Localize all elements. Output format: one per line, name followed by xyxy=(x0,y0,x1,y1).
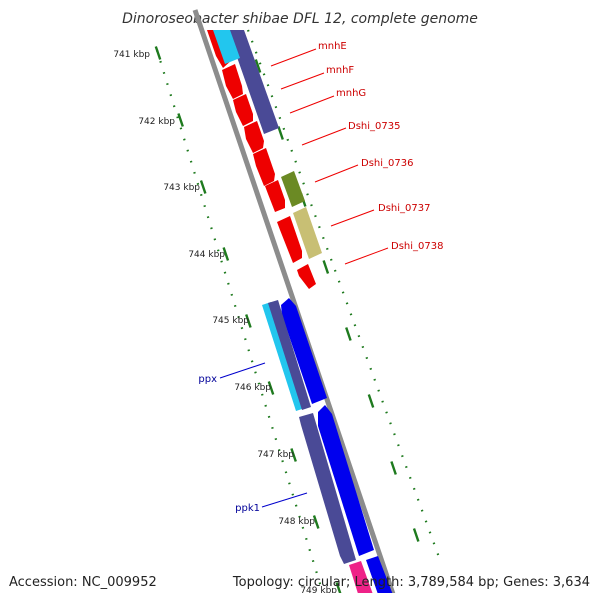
callout-line xyxy=(330,209,375,227)
gene-red-mid xyxy=(253,148,275,186)
forward-strand-genes xyxy=(227,30,393,593)
callout-line xyxy=(314,164,359,183)
inner-major-tick xyxy=(245,314,252,328)
outer-major-tick xyxy=(390,461,397,475)
outer-major-tick xyxy=(254,59,262,73)
outer-major-tick xyxy=(277,126,284,140)
tick-label: 749 kbp xyxy=(300,586,337,596)
gene-label-ppx: ppx xyxy=(198,374,217,385)
tick-label: 744 kbp xyxy=(188,250,225,260)
tick-label: 748 kbp xyxy=(278,517,315,527)
gene-red-long xyxy=(277,216,302,263)
accession-text: Accession: NC_009952 xyxy=(9,575,157,590)
tick-label: 741 kbp xyxy=(113,50,150,60)
callout-line xyxy=(261,492,308,508)
outer-major-tick xyxy=(367,394,375,408)
inner-major-tick xyxy=(267,381,275,395)
tick-label: 746 kbp xyxy=(234,383,271,393)
callout-lines xyxy=(219,48,389,508)
genome-stats-text: Topology: circular; Length: 3,789,584 bp… xyxy=(232,575,590,590)
callout-line xyxy=(280,72,325,90)
gene-ppx-slate xyxy=(268,300,311,410)
outer-major-tick xyxy=(437,596,441,600)
tick-label: 743 kbp xyxy=(163,183,200,193)
gene-blue-bottom xyxy=(366,556,393,593)
inner-major-tick xyxy=(177,113,184,127)
outer-major-tick xyxy=(345,327,352,341)
gene-dshi-0735-red xyxy=(244,121,264,153)
outer-major-tick xyxy=(412,528,420,542)
gene-dshi-0736 xyxy=(281,171,305,207)
gene-mnhG xyxy=(233,94,253,126)
inner-major-tick xyxy=(154,46,162,60)
gene-dshi-0737 xyxy=(293,207,322,259)
callout-line xyxy=(301,127,347,146)
callout-line xyxy=(219,362,266,379)
tick-labels: 741 kbp 742 kbp 743 kbp 744 kbp 745 kbp … xyxy=(113,50,337,596)
gene-mnhF xyxy=(222,64,243,99)
map-title: Dinoroseobacter shibae DFL 12, complete … xyxy=(122,11,478,27)
inner-major-tick xyxy=(335,582,342,593)
gene-label-dshi-0738: Dshi_0738 xyxy=(391,241,443,252)
gene-ppx-blue xyxy=(281,298,327,404)
callout-line xyxy=(270,48,317,67)
callout-line xyxy=(344,247,389,265)
inner-major-tick xyxy=(312,515,320,529)
tick-label: 742 kbp xyxy=(138,117,175,127)
gene-label-dshi-0737: Dshi_0737 xyxy=(378,203,430,214)
gene-red-lower xyxy=(265,180,285,212)
gene-cyan-upper xyxy=(213,30,240,64)
tick-label: 747 kbp xyxy=(257,450,294,460)
gene-labels: mnhE mnhF mnhG Dshi_0735 Dshi_0736 Dshi_… xyxy=(198,41,443,514)
gene-label-mnhF: mnhF xyxy=(326,65,354,76)
inner-major-tick xyxy=(199,180,207,194)
gene-label-mnhG: mnhG xyxy=(336,88,366,99)
gene-label-mnhE: mnhE xyxy=(318,41,347,52)
gene-label-dshi-0736: Dshi_0736 xyxy=(361,158,413,169)
inner-major-tick xyxy=(290,448,297,462)
gene-slate-upper xyxy=(227,30,279,134)
reverse-strand-genes xyxy=(207,30,373,593)
callout-line xyxy=(289,95,335,114)
outer-ruler xyxy=(246,29,442,561)
inner-major-tick xyxy=(222,247,230,261)
outer-major-tick xyxy=(322,260,330,274)
tick-label: 745 kbp xyxy=(212,316,249,326)
gene-magenta-bottom xyxy=(349,561,373,593)
gene-red-small xyxy=(297,264,316,289)
gene-ppk1-blue xyxy=(318,405,374,556)
gene-label-ppk1: ppk1 xyxy=(235,503,260,514)
gene-label-dshi-0735: Dshi_0735 xyxy=(348,121,400,132)
gene-ppk1-slate xyxy=(299,413,356,564)
